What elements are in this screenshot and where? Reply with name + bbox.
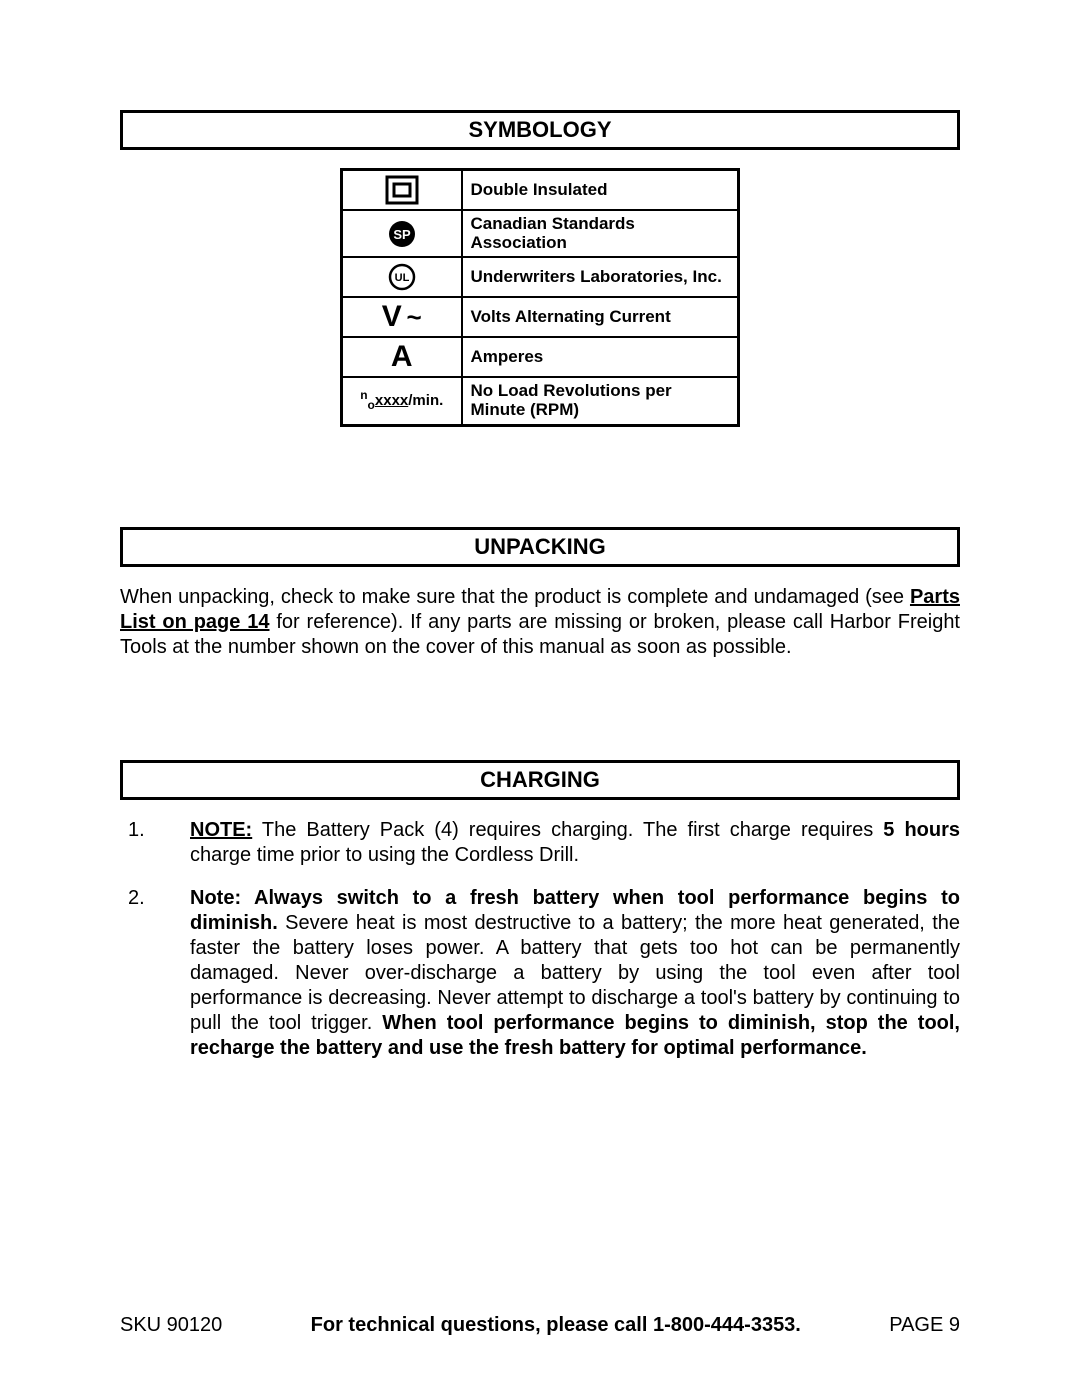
symbol-label: Volts Alternating Current xyxy=(462,297,739,337)
symbology-table: Double Insulated SP Canadian Standards A… xyxy=(340,168,740,427)
table-row: SP Canadian Standards Association xyxy=(342,210,739,257)
unpacking-text-pre: When unpacking, check to make sure that … xyxy=(120,586,910,608)
symbol-label: Canadian Standards Association xyxy=(462,210,739,257)
table-row: A Amperes xyxy=(342,337,739,377)
charging-list: 1. NOTE: The Battery Pack (4) requires c… xyxy=(120,818,960,1061)
rpm-icon: noxxxx/min. xyxy=(360,392,443,409)
page-number: PAGE 9 xyxy=(889,1314,960,1337)
list-number: 2. xyxy=(128,886,145,911)
symbol-label: No Load Revolutions per Minute (RPM) xyxy=(462,377,739,425)
charging-text: The Battery Pack (4) requires charging. … xyxy=(252,819,883,841)
csa-icon: SP xyxy=(387,219,417,249)
svg-text:UL: UL xyxy=(394,272,409,284)
list-item: 1. NOTE: The Battery Pack (4) requires c… xyxy=(120,818,960,868)
symbol-label: Amperes xyxy=(462,337,739,377)
list-number: 1. xyxy=(128,818,145,843)
note-label: NOTE: xyxy=(190,819,252,841)
section-header-charging: CHARGING xyxy=(120,760,960,800)
symbol-label: Double Insulated xyxy=(462,170,739,211)
list-item: 2. Note: Always switch to a fresh batter… xyxy=(120,886,960,1061)
table-row: noxxxx/min. No Load Revolutions per Minu… xyxy=(342,377,739,425)
sku-label: SKU 90120 xyxy=(120,1314,222,1337)
unpacking-paragraph: When unpacking, check to make sure that … xyxy=(120,585,960,660)
note-label: Note: xyxy=(190,887,241,909)
section-header-unpacking: UNPACKING xyxy=(120,527,960,567)
tech-support-line: For technical questions, please call 1-8… xyxy=(311,1314,801,1337)
table-row: UL Underwriters Laboratories, Inc. xyxy=(342,257,739,297)
vac-icon: V ~ xyxy=(382,311,422,330)
amperes-icon: A xyxy=(391,340,413,373)
charging-text: charge time prior to using the Cordless … xyxy=(190,844,579,866)
table-row: Double Insulated xyxy=(342,170,739,211)
ul-icon: UL xyxy=(387,262,417,292)
double-insulated-icon xyxy=(385,175,419,205)
page-footer: SKU 90120 For technical questions, pleas… xyxy=(120,1314,960,1337)
charging-bold: 5 hours xyxy=(883,819,960,841)
svg-text:SP: SP xyxy=(393,227,411,242)
symbol-label: Underwriters Laboratories, Inc. xyxy=(462,257,739,297)
section-header-symbology: SYMBOLOGY xyxy=(120,110,960,150)
table-row: V ~ Volts Alternating Current xyxy=(342,297,739,337)
